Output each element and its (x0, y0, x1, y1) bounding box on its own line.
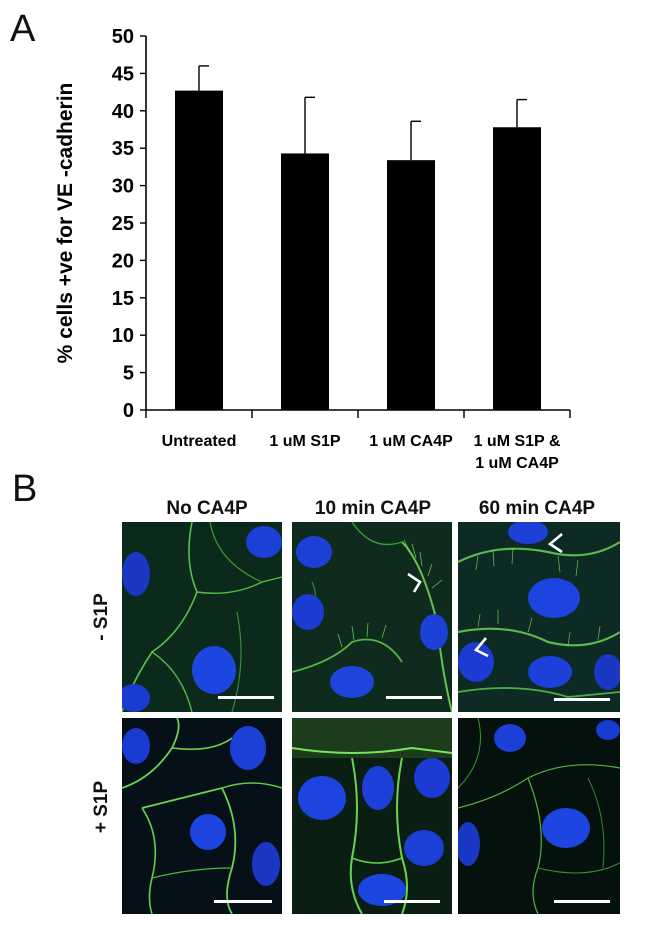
column-title-no-ca4p: No CA4P (166, 498, 248, 519)
y-tick-label: 35 (112, 138, 134, 160)
row-label-plus-s1p: + S1P (91, 780, 112, 834)
column-title-10-min-ca4p: 10 min CA4P (314, 498, 432, 519)
column-title-60-min-ca4p: 60 min CA4P (478, 498, 596, 519)
panel-b-label: B (12, 468, 38, 510)
y-tick-label: 50 (112, 26, 134, 48)
bar (175, 90, 223, 410)
y-tick-label: 20 (112, 250, 134, 272)
panel-a-label: A (10, 8, 36, 50)
y-axis-label: % cells +ve for VE -cadherin (54, 83, 77, 364)
micrograph-plus-s1p-10-min-ca4p (292, 718, 452, 914)
micrograph-minus-s1p-no-ca4p (122, 522, 282, 712)
y-tick-label: 25 (112, 213, 134, 235)
row-label-minus-s1p: - S1P (91, 593, 112, 641)
micrograph-plus-s1p-60-min-ca4p (458, 718, 620, 914)
y-tick-label: 15 (112, 288, 134, 310)
x-tick-label: Untreated (162, 433, 237, 450)
micrograph-minus-s1p-60-min-ca4p (458, 522, 620, 712)
x-tick-label: 1 uM CA4P (475, 455, 559, 472)
bar (281, 153, 329, 410)
y-tick-label: 10 (112, 325, 134, 347)
x-tick-label: 1 uM S1P & (474, 433, 561, 450)
bar (493, 127, 541, 411)
y-tick-label: 45 (112, 63, 134, 85)
bar (387, 160, 435, 410)
bar-chart: 0 5 10 15 20 25 30 35 40 45 50 Untreated 1 uM S1P 1 u… (54, 26, 571, 472)
micrograph-minus-s1p-10-min-ca4p (292, 522, 452, 712)
x-tick-label: 1 uM S1P (269, 433, 340, 450)
y-tick-label: 0 (123, 400, 134, 422)
y-tick-label: 5 (123, 363, 134, 385)
y-tick-label: 40 (112, 101, 134, 123)
x-tick-label: 1 uM CA4P (369, 433, 453, 450)
micrograph-plus-s1p-no-ca4p (122, 718, 282, 914)
y-tick-label: 30 (112, 176, 134, 198)
